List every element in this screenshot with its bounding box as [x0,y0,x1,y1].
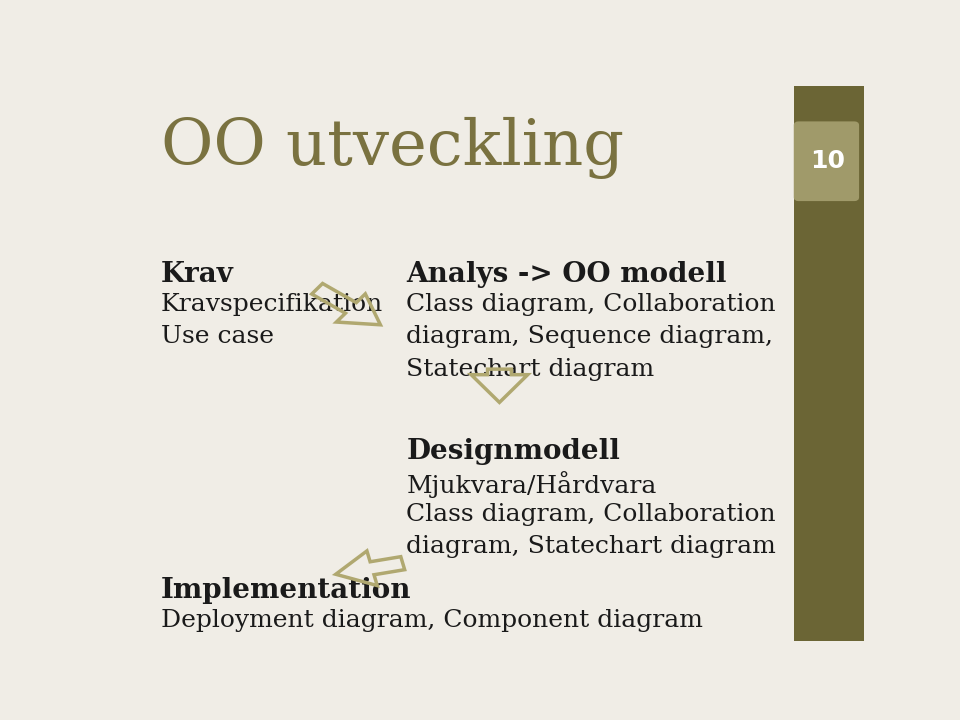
Text: OO utveckling: OO utveckling [161,117,624,179]
Text: Designmodell: Designmodell [406,438,620,465]
Text: Kravspecifikation: Kravspecifikation [161,293,383,316]
Text: Class diagram, Collaboration: Class diagram, Collaboration [406,293,776,316]
Bar [794,86,864,641]
Text: Class diagram, Collaboration: Class diagram, Collaboration [406,503,776,526]
Text: Implementation: Implementation [161,577,412,604]
Text: 10: 10 [810,149,845,174]
Text: Statechart diagram: Statechart diagram [406,358,655,380]
Text: diagram, Statechart diagram: diagram, Statechart diagram [406,535,777,558]
Text: Deployment diagram, Component diagram: Deployment diagram, Component diagram [161,609,703,632]
Text: Mjukvara/Hårdvara: Mjukvara/Hårdvara [406,471,657,498]
Text: Use case: Use case [161,325,274,348]
Text: Krav: Krav [161,261,234,288]
Text: diagram, Sequence diagram,: diagram, Sequence diagram, [406,325,774,348]
FancyBboxPatch shape [795,122,858,200]
Text: Analys -> OO modell: Analys -> OO modell [406,261,727,288]
